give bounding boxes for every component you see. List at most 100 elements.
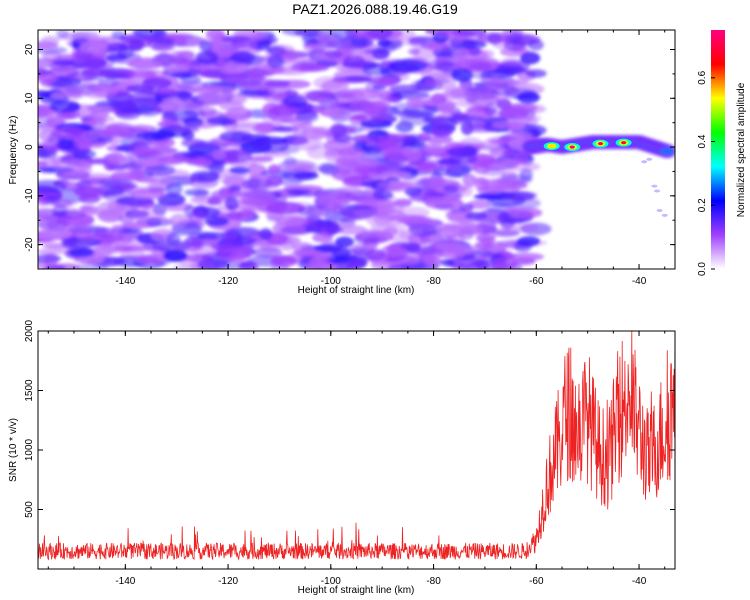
spectrogram-cell (480, 179, 514, 192)
spectrogram-cell (388, 180, 402, 188)
spectrogram-cell (38, 41, 59, 49)
spectrogram-cell (141, 242, 173, 251)
spectrogram-cell (514, 150, 530, 165)
colorbar: 0.0 0.2 0.4 0.6 Normalized spectral amplitu… (697, 30, 747, 276)
spectrogram-cell (330, 123, 347, 137)
spectrogram-cell (50, 92, 65, 100)
y-tick-label: -10 (24, 188, 35, 203)
spectrogram-cell (236, 209, 256, 218)
spectrogram-cell (409, 36, 426, 48)
spectrogram-cell (507, 31, 522, 44)
spectrogram-cell (38, 229, 73, 240)
spectrogram-cell (102, 125, 136, 139)
spectrogram-cell (224, 197, 239, 210)
spectrogram-cell (240, 260, 256, 269)
spectrogram-cell (139, 86, 162, 96)
spectrogram-cell (49, 100, 81, 113)
spectrogram-cell (228, 252, 246, 264)
spectrogram-cell (325, 106, 354, 120)
y-tick-label: 1500 (24, 379, 35, 402)
spectrogram-cell (147, 37, 174, 50)
spectrogram-cell (479, 139, 505, 151)
spectrogram-cell (184, 121, 221, 129)
spectrogram-cell (239, 190, 276, 201)
snr-series-line (38, 331, 675, 561)
spectrogram-cell (517, 90, 540, 104)
spectrogram-cell (291, 123, 308, 137)
spectrogram-cell (131, 169, 145, 182)
colorbar-tick-label: 0.0 (697, 262, 708, 276)
spectrogram-cell (283, 156, 297, 166)
spectrogram-cell (513, 223, 540, 232)
spectrogram-cell (439, 48, 452, 58)
spectrogram-cell (348, 100, 387, 112)
spectrogram-cell (237, 90, 273, 98)
spectrogram-cell (162, 108, 199, 122)
spectrogram-cell (520, 51, 541, 65)
spectrogram-cell (512, 197, 541, 209)
spectrogram-cell (438, 102, 455, 114)
spectrogram-cell (350, 30, 387, 37)
spectrogram-cell (377, 38, 392, 48)
signal-peak (621, 141, 627, 145)
spectrogram-cell (126, 59, 163, 69)
snr-panel: -140 -120 -100 -80 -60 -40 500 1000 1500 2000 Hei… (8, 319, 676, 596)
spectrogram-cell (184, 188, 210, 197)
spectrogram-cell (204, 216, 229, 227)
spectrogram-cell (360, 228, 392, 238)
spectrogram-cell (388, 58, 428, 73)
spectrogram-cell (67, 56, 106, 69)
spectrogram-cell (134, 145, 152, 153)
spectrogram-cell (314, 244, 342, 253)
spectrogram-cell (370, 201, 404, 215)
spectrogram-cell (422, 178, 462, 193)
spectrogram-cell (132, 69, 148, 79)
spectrogram-cell (145, 178, 176, 185)
spectrogram-cell (387, 263, 420, 269)
spectrogram-cell (324, 222, 340, 235)
spectrogram-cell (404, 186, 422, 197)
spectrogram-cell (350, 36, 369, 47)
spectrogram-cell (71, 51, 96, 60)
spectrogram-cell (376, 76, 398, 87)
spectrogram-cell (258, 228, 273, 241)
spectrogram-cell (212, 149, 227, 161)
spectrogram-ylabel: Frequency (Hz) (8, 116, 19, 185)
spectrogram-cell (267, 164, 281, 175)
spectrogram-cell (489, 79, 529, 86)
spectrogram-cell (317, 97, 337, 105)
spectrogram-cell (38, 248, 67, 255)
spectrogram-cell (342, 55, 366, 69)
spectrogram-cell (356, 111, 391, 123)
chart-title: PAZ1.2026.088.19.46.G19 (292, 1, 458, 17)
spectrogram-cell (265, 201, 306, 215)
spectrogram-cell (230, 80, 262, 87)
snr-xlabel: Height of straight line (km) (298, 585, 415, 596)
spectrogram-cell (320, 79, 350, 94)
x-tick-label: -40 (632, 276, 647, 287)
spectrogram-cell (393, 110, 433, 119)
spectrogram-cell (475, 240, 493, 251)
spectrogram-cell (71, 211, 94, 224)
x-tick-label: -60 (529, 276, 544, 287)
x-tick-label: -60 (529, 576, 544, 587)
spectrogram-cell (451, 68, 474, 82)
spectrogram-cell (225, 107, 253, 121)
spectrogram-cell (484, 102, 498, 116)
spectrogram-cell (241, 178, 272, 191)
spectrogram-xlabel: Height of straight line (km) (298, 285, 415, 296)
spectrogram-cell (344, 75, 373, 82)
spectrogram-cell (426, 135, 453, 144)
spectrogram-cell (52, 204, 68, 218)
x-tick-label: -40 (632, 576, 647, 587)
spectrogram-cell (266, 54, 285, 69)
spectrogram-cell (248, 155, 274, 163)
colorbar-gradient (711, 30, 725, 269)
spectrogram-cell (458, 203, 474, 213)
spectrogram-cell (253, 139, 290, 154)
spectrogram-cell (403, 136, 421, 144)
spectrogram-cell (268, 105, 300, 117)
spectrogram-cell (56, 139, 75, 150)
spectrogram-cell (38, 58, 59, 69)
spectrogram-cell (372, 47, 390, 60)
